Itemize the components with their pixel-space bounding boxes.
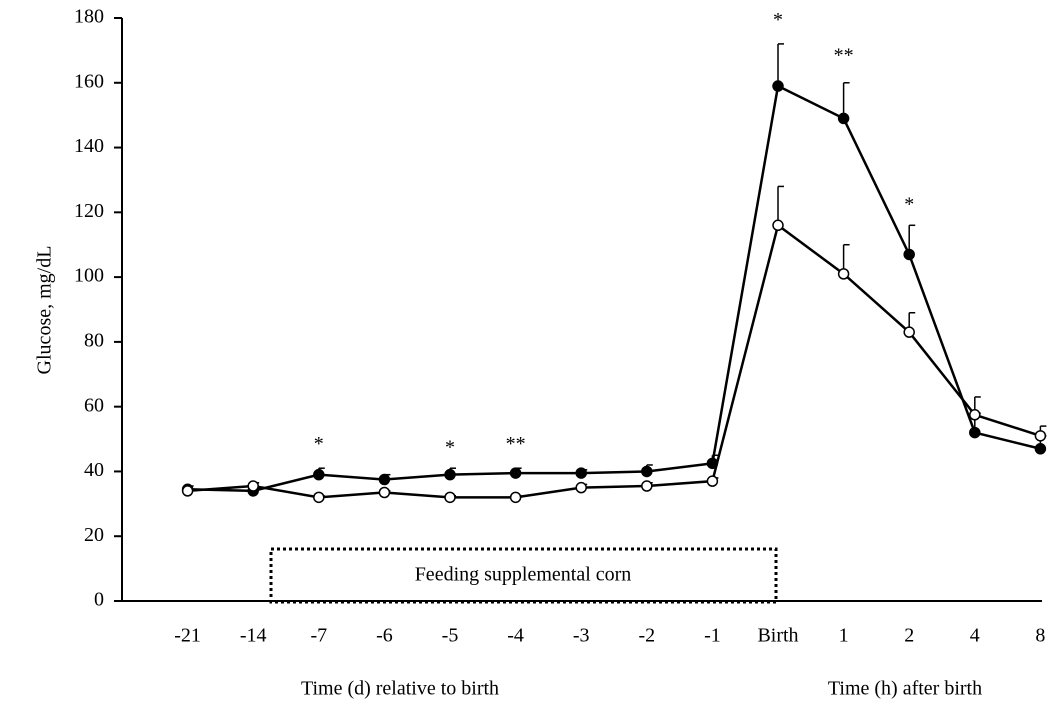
significance-mark: * — [314, 433, 324, 455]
x-tick-label: -6 — [376, 625, 393, 647]
x-tick-label: -2 — [638, 625, 655, 647]
x-axis-label: Time (h) after birth — [828, 678, 982, 700]
y-tick-label: 120 — [74, 200, 104, 222]
marker — [772, 219, 784, 232]
marker — [706, 475, 719, 487]
marker — [378, 486, 391, 499]
x-tick-label: -21 — [174, 625, 201, 647]
marker — [575, 481, 587, 494]
x-tick-label: -1 — [704, 625, 721, 647]
series-line — [187, 223, 1041, 499]
marker — [509, 467, 522, 479]
marker — [378, 473, 391, 486]
x-tick-label: -5 — [442, 625, 459, 647]
y-tick-label: 20 — [84, 524, 104, 546]
marker — [837, 268, 850, 280]
box-text: Feeding supplemental corn — [415, 564, 632, 586]
x-tick-label: 2 — [904, 625, 914, 647]
y-tick-label: 80 — [84, 329, 104, 351]
x-tick-label: 8 — [1035, 625, 1045, 647]
significance-mark: * — [904, 193, 914, 215]
marker — [1034, 443, 1047, 455]
marker — [444, 491, 456, 504]
y-tick-label: 0 — [94, 589, 104, 611]
marker — [706, 457, 719, 470]
x-tick-label: -4 — [507, 625, 524, 647]
marker — [313, 491, 325, 504]
y-tick-label: 180 — [74, 6, 104, 28]
y-tick-label: 60 — [84, 394, 104, 416]
y-tick-label: 140 — [74, 135, 104, 157]
marker — [641, 480, 653, 492]
marker — [247, 480, 259, 492]
marker — [903, 248, 915, 261]
y-tick-label: 160 — [74, 70, 104, 92]
marker — [772, 80, 784, 92]
marker — [641, 465, 653, 478]
marker — [1034, 430, 1047, 442]
x-tick-label: 4 — [970, 625, 980, 647]
marker — [509, 491, 522, 504]
x-tick-label: Birth — [757, 625, 798, 647]
x-tick-label: -14 — [240, 625, 267, 647]
marker — [444, 468, 456, 481]
marker — [575, 467, 587, 479]
marker — [903, 326, 915, 338]
y-tick-label: 100 — [74, 265, 104, 287]
y-tick-label: 40 — [84, 459, 104, 481]
series-line — [187, 84, 1041, 493]
x-axis-label: Time (d) relative to birth — [301, 678, 499, 700]
marker — [313, 468, 325, 481]
significance-mark: ** — [834, 44, 854, 66]
significance-mark: ** — [506, 433, 526, 455]
x-tick-label: -7 — [310, 625, 327, 647]
marker — [181, 485, 194, 497]
significance-mark: * — [445, 436, 455, 458]
marker — [969, 409, 981, 421]
significance-mark: * — [773, 9, 783, 31]
x-tick-label: 1 — [839, 625, 849, 647]
x-tick-label: -3 — [573, 625, 590, 647]
y-axis-label: Glucose, mg/dL — [34, 246, 56, 375]
marker — [837, 112, 850, 125]
marker — [969, 426, 981, 439]
